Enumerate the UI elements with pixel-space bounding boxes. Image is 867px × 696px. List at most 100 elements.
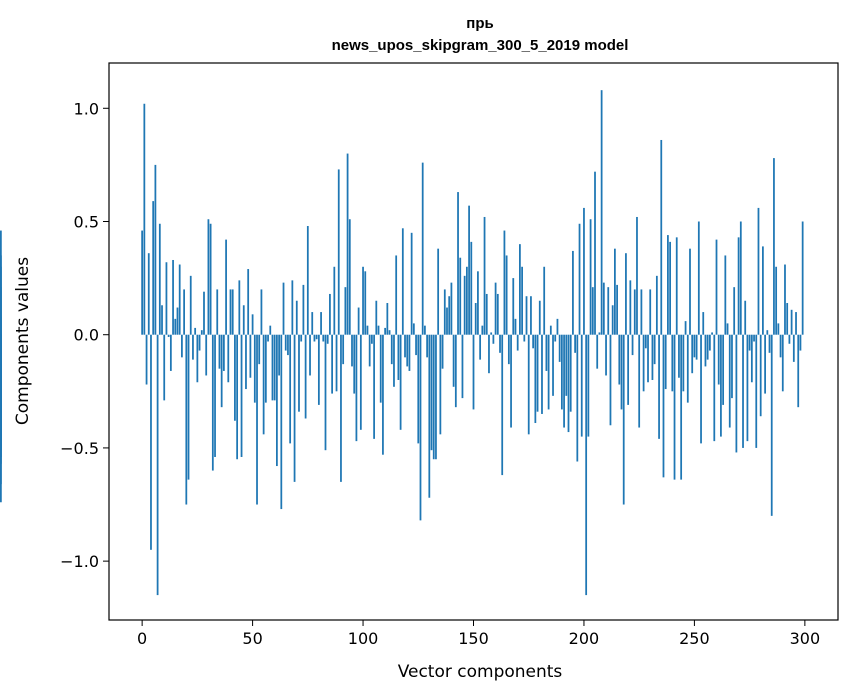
bar-293 bbox=[788, 334, 791, 344]
bar-259 bbox=[713, 334, 716, 442]
bar-52 bbox=[256, 334, 258, 505]
bar-237 bbox=[664, 334, 667, 390]
bar-107 bbox=[377, 325, 380, 335]
bar-219 bbox=[625, 253, 627, 335]
bar-90 bbox=[340, 334, 342, 482]
x-tick-label: 100 bbox=[348, 629, 379, 648]
bar-88 bbox=[335, 334, 338, 392]
bar-73 bbox=[302, 284, 305, 335]
bar-120 bbox=[406, 334, 409, 367]
x-tick-label: 0 bbox=[137, 629, 147, 648]
bar-71 bbox=[298, 334, 300, 412]
bar-157 bbox=[488, 334, 490, 374]
bar-129 bbox=[426, 334, 428, 358]
bar-174 bbox=[525, 296, 528, 335]
bar-167 bbox=[510, 334, 512, 428]
bar-273 bbox=[744, 300, 747, 335]
bar-222 bbox=[631, 334, 634, 356]
bar-184 bbox=[547, 334, 550, 410]
bar-96 bbox=[353, 334, 356, 394]
bar-244 bbox=[680, 334, 683, 480]
bar-231 bbox=[651, 334, 654, 380]
bar-136 bbox=[441, 334, 444, 369]
bar-29 bbox=[205, 334, 208, 376]
bar-165 bbox=[505, 255, 508, 335]
bar-143 bbox=[457, 192, 459, 335]
bar-108 bbox=[379, 334, 382, 403]
bar-81 bbox=[320, 312, 322, 335]
bar-138 bbox=[446, 307, 448, 335]
bar-60 bbox=[273, 334, 276, 401]
bar-227 bbox=[642, 334, 645, 392]
bar-223 bbox=[633, 289, 636, 335]
bar-12 bbox=[167, 334, 170, 337]
bar-68 bbox=[291, 280, 294, 335]
bar-226 bbox=[640, 289, 643, 335]
bar-267 bbox=[731, 334, 733, 399]
bar-299 bbox=[801, 221, 804, 335]
bar-201 bbox=[585, 334, 588, 596]
y-tick-label: −0.5 bbox=[60, 439, 99, 458]
bar-166 bbox=[507, 334, 510, 365]
bar-206 bbox=[596, 334, 599, 369]
bar-164 bbox=[503, 230, 506, 335]
bar-269 bbox=[735, 334, 738, 453]
bar-98 bbox=[357, 307, 360, 335]
chart-title-line2: news_upos_skipgram_300_5_2019 model bbox=[332, 37, 629, 54]
bar-85 bbox=[329, 293, 331, 335]
bar-46 bbox=[242, 305, 245, 335]
bar-124 bbox=[415, 334, 417, 356]
bar-186 bbox=[552, 334, 554, 396]
bar-242 bbox=[675, 237, 678, 335]
bar-128 bbox=[424, 325, 426, 335]
bar-265 bbox=[726, 323, 729, 335]
bar-42 bbox=[234, 334, 236, 421]
bar-140 bbox=[450, 282, 453, 335]
bar-235 bbox=[660, 139, 663, 335]
bar-185 bbox=[549, 325, 552, 335]
bar-276 bbox=[750, 334, 753, 383]
bar-47 bbox=[245, 334, 247, 390]
bar-183 bbox=[545, 334, 548, 371]
bar-225 bbox=[638, 334, 641, 428]
bar-228 bbox=[644, 334, 647, 349]
bar-251 bbox=[695, 334, 698, 360]
bar-204 bbox=[591, 287, 594, 335]
bar-97 bbox=[355, 334, 358, 442]
bar-72 bbox=[300, 334, 303, 342]
bar-142 bbox=[454, 334, 457, 408]
bar-210 bbox=[605, 334, 607, 376]
bar-254 bbox=[702, 312, 705, 335]
bar-214 bbox=[614, 248, 616, 335]
bar-232 bbox=[653, 334, 656, 365]
bar-64 bbox=[282, 282, 285, 335]
bar-15 bbox=[174, 318, 177, 335]
bar-283 bbox=[766, 330, 769, 335]
bar-161 bbox=[496, 293, 499, 335]
bar-256 bbox=[706, 334, 709, 360]
bar-76 bbox=[309, 334, 311, 376]
bar-171 bbox=[519, 244, 521, 335]
bar-294 bbox=[790, 309, 793, 335]
bar-202 bbox=[587, 334, 590, 437]
bar-270 bbox=[737, 237, 740, 335]
bar-43 bbox=[236, 334, 239, 460]
bar-192 bbox=[565, 334, 568, 396]
bar-36 bbox=[220, 334, 223, 408]
bar-26 bbox=[198, 334, 201, 351]
bar-147 bbox=[465, 266, 468, 335]
bar-205 bbox=[594, 171, 596, 335]
bar-119 bbox=[404, 334, 406, 358]
bar-195 bbox=[572, 250, 574, 335]
bar-212 bbox=[609, 334, 612, 426]
bar-18 bbox=[181, 334, 183, 358]
bar-23 bbox=[192, 334, 194, 360]
bar-211 bbox=[607, 287, 610, 335]
chart-title-line1: прь bbox=[466, 15, 493, 32]
bar-7 bbox=[156, 334, 159, 596]
bar-291 bbox=[784, 264, 786, 335]
bar-169 bbox=[514, 318, 517, 335]
bar-5 bbox=[152, 201, 155, 335]
bar-24 bbox=[194, 327, 197, 335]
